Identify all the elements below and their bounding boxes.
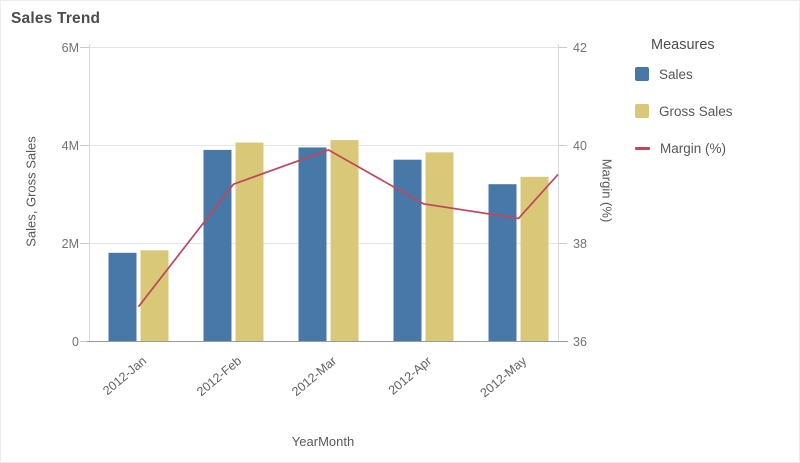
legend-item-label: Margin (%) (660, 140, 727, 156)
bar-sales-2012-Mar[interactable] (298, 147, 327, 341)
left-axis-tick-label: 4M (61, 138, 79, 153)
left-axis-title: Sales, Gross Sales (23, 136, 39, 247)
bar-sales-2012-Apr[interactable] (393, 159, 422, 341)
legend: Measures Sales Gross Sales Margin (%) (635, 37, 795, 178)
legend-item-label: Sales (659, 66, 693, 82)
margin-line-swatch (635, 146, 650, 150)
bar-gross-sales-2012-May[interactable] (520, 176, 549, 341)
left-axis-tick-label: 0 (72, 334, 79, 349)
margin-line[interactable] (137, 148, 559, 308)
x-axis-title: YearMonth (291, 434, 355, 449)
bar-sales-2012-Feb[interactable] (203, 149, 232, 341)
legend-item-sales[interactable]: Sales (635, 66, 795, 82)
bar-gross-sales-2012-Feb[interactable] (235, 142, 264, 341)
chart-title: Sales Trend (11, 10, 101, 27)
right-axis-tick-label: 40 (573, 138, 587, 153)
right-axis-tick-label: 36 (573, 334, 587, 349)
bar-sales-2012-Jan[interactable] (108, 252, 137, 341)
legend-title: Measures (651, 37, 715, 53)
left-axis-tick-label: 6M (61, 40, 79, 55)
right-axis-title: Margin (%) (599, 158, 615, 223)
legend-item-label: Gross Sales (659, 103, 733, 119)
left-axis-tick-label: 2M (61, 236, 79, 251)
bar-gross-sales-2012-Apr[interactable] (425, 152, 454, 341)
legend-item-margin[interactable]: Margin (%) (635, 140, 795, 156)
right-axis-tick-label: 42 (573, 40, 587, 55)
bar-gross-sales-2012-Mar[interactable] (330, 140, 359, 341)
sales-color-swatch (635, 67, 649, 81)
gross-sales-color-swatch (635, 104, 649, 118)
bar-sales-2012-May[interactable] (488, 184, 517, 341)
legend-item-gross-sales[interactable]: Gross Sales (635, 103, 795, 119)
bar-gross-sales-2012-Jan[interactable] (140, 250, 169, 341)
right-axis-tick-label: 38 (573, 236, 587, 251)
